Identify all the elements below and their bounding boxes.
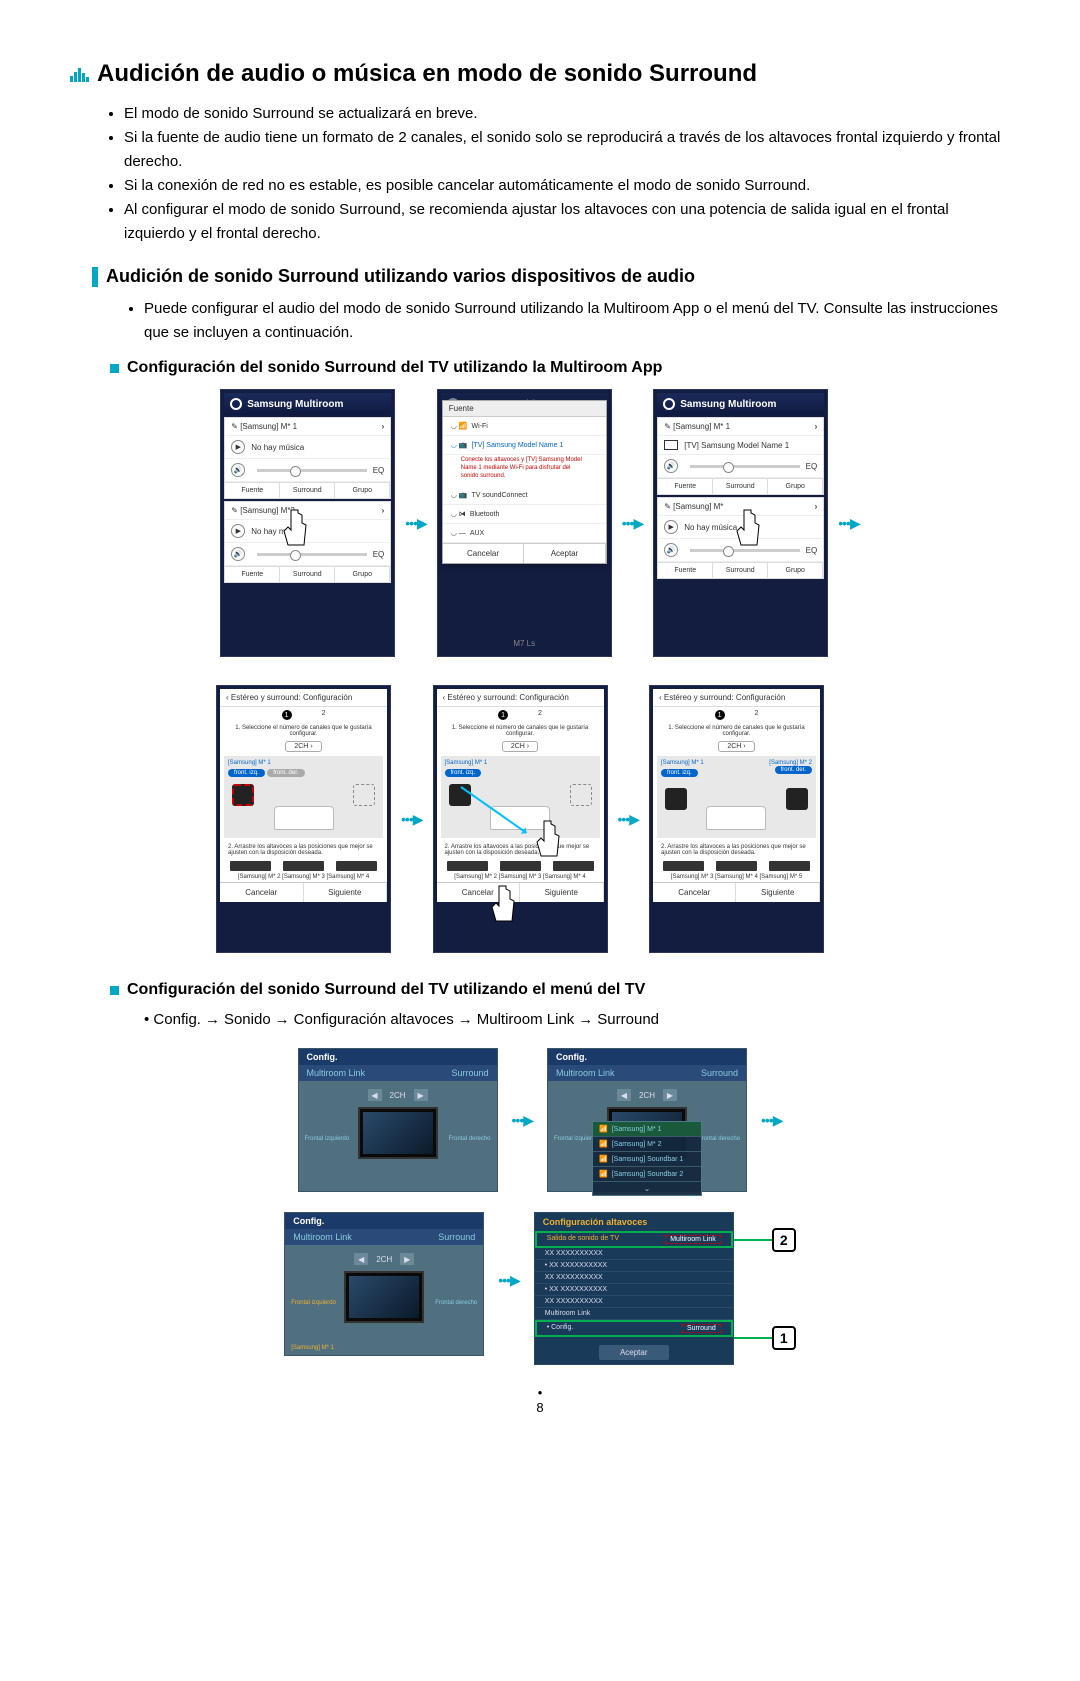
- accept-button[interactable]: Aceptar: [599, 1345, 669, 1360]
- nav-left-icon[interactable]: ◀: [368, 1089, 382, 1101]
- page-title: Audición de audio o música en modo de so…: [97, 60, 757, 88]
- intro-bullets: El modo de sonido Surround se actualizar…: [124, 102, 1010, 246]
- menu-path: • Config.→Sonido→Configuración altavoces…: [144, 1011, 1010, 1028]
- section-bullets: Puede configurar el audio del modo de so…: [144, 297, 1010, 345]
- arrow-icon: •••▶: [622, 515, 643, 532]
- arrow-icon: •••▶: [405, 515, 426, 532]
- callout-1: 1: [772, 1326, 796, 1350]
- hand-pointer-icon: [729, 505, 769, 555]
- volume-icon[interactable]: 🔊: [231, 463, 245, 477]
- hand-pointer-icon: [529, 816, 569, 866]
- tab-surround[interactable]: Surround: [280, 483, 335, 498]
- volume-slider[interactable]: [257, 469, 366, 472]
- section-heading: Audición de sonido Surround utilizando v…: [106, 266, 695, 287]
- accept-button[interactable]: Aceptar: [524, 544, 606, 563]
- phone-screen-3: Samsung Multiroom ✎ [Samsung] M* 1› [TV]…: [653, 389, 828, 657]
- arrow-icon: •••▶: [838, 515, 859, 532]
- tv-icon: [358, 1107, 438, 1159]
- subsection-heading: Configuración del sonido Surround del TV…: [127, 359, 662, 377]
- cancel-button[interactable]: Cancelar: [443, 544, 525, 563]
- tv-source-item[interactable]: ◡ 📺 [TV] Samsung Model Name 1: [443, 436, 606, 455]
- tv-screen-2: Config. Multiroom LinkSurround ◀2CH▶ Fro…: [547, 1048, 747, 1192]
- tv-icon: [664, 440, 678, 450]
- play-icon[interactable]: ▶: [231, 524, 245, 538]
- play-icon[interactable]: ▶: [231, 440, 245, 454]
- h2-bar-icon: [92, 267, 98, 287]
- phone-screen-1: Samsung Multiroom ✎ [Samsung] M* 1› ▶No …: [220, 389, 395, 657]
- config-screen-1: ‹ Estéreo y surround: Configuración 12 1…: [216, 685, 391, 953]
- callout-row-1[interactable]: • Config.Surround: [535, 1320, 733, 1337]
- callout-row-2[interactable]: Salida de sonido de TVMultiroom Link: [535, 1231, 733, 1248]
- gear-icon[interactable]: [230, 398, 242, 410]
- h3-square-icon: [110, 364, 119, 373]
- hand-pointer-icon: [484, 881, 524, 931]
- cancel-button[interactable]: Cancelar: [220, 883, 304, 902]
- hand-pointer-icon: [276, 505, 316, 555]
- nav-right-icon[interactable]: ▶: [414, 1089, 428, 1101]
- tv-config-panel: Configuración altavoces Salida de sonido…: [534, 1212, 734, 1365]
- tv-screen-1: Config. Multiroom LinkSurround ◀2CH▶ Fro…: [298, 1048, 498, 1192]
- bars-icon: [70, 66, 89, 82]
- channel-button[interactable]: 2CH ›: [285, 741, 321, 752]
- tab-fuente[interactable]: Fuente: [225, 483, 280, 498]
- source-modal: Fuente ◡ 📶 Wi-Fi ◡ 📺 [TV] Samsung Model …: [442, 400, 607, 564]
- device-row[interactable]: ✎ [Samsung] M* 1›: [225, 418, 390, 436]
- tab-grupo[interactable]: Grupo: [335, 483, 390, 498]
- volume-icon[interactable]: 🔊: [231, 547, 245, 561]
- h3-square-icon: [110, 986, 119, 995]
- next-button[interactable]: Siguiente: [304, 883, 388, 902]
- speaker-dropdown[interactable]: 📶 [Samsung] M* 1 📶 [Samsung] M* 2 📶 [Sam…: [592, 1121, 702, 1196]
- config-screen-2: ‹ Estéreo y surround: Configuración 12 1…: [433, 685, 608, 953]
- page-number: 8: [70, 1385, 1010, 1415]
- gear-icon[interactable]: [663, 398, 675, 410]
- callout-2: 2: [772, 1228, 796, 1252]
- config-screen-3: ‹ Estéreo y surround: Configuración 12 1…: [649, 685, 824, 953]
- phone-screen-2: Samsung Multiroom Fuente ◡ 📶 Wi-Fi ◡ 📺 […: [437, 389, 612, 657]
- subsection-heading: Configuración del sonido Surround del TV…: [127, 981, 645, 999]
- tv-screen-3: Config. Multiroom LinkSurround ◀2CH▶ Fro…: [284, 1212, 484, 1356]
